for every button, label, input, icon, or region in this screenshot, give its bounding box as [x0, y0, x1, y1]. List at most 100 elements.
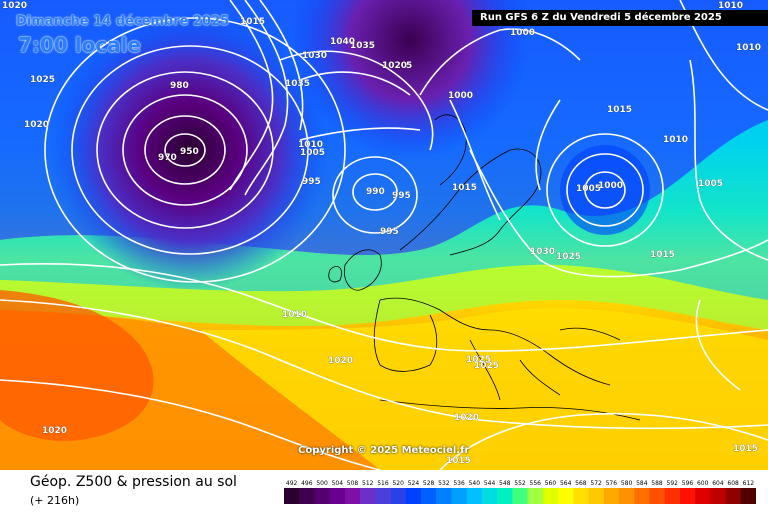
- isobar-label: 1030: [302, 51, 327, 61]
- isobar-label: 1040: [330, 37, 355, 47]
- scale-tick-label: 572: [590, 480, 602, 487]
- color-scale: 492 496 500 504 508 512 516 520 524 528 532 536 540 5…: [284, 480, 756, 504]
- atlantic-low: [50, 10, 330, 290]
- isobar-label: 1025: [466, 355, 491, 365]
- scale-tick-label: 608: [727, 480, 739, 487]
- scale-tick-label: 504: [332, 480, 344, 487]
- scale-tick-label: 560: [545, 480, 557, 487]
- isobar-label: 5: [406, 61, 412, 71]
- scale-swatch: [497, 488, 513, 504]
- isobar-label: 1010: [718, 1, 743, 11]
- scale-swatch: [284, 488, 300, 504]
- scale-tick-label: 516: [377, 480, 389, 487]
- isobar-label: 970: [158, 153, 177, 163]
- isobar-label: 1030: [530, 247, 555, 257]
- isobar-label: 1025: [474, 361, 499, 371]
- russia-low: [560, 145, 650, 235]
- isobar-label: 1020: [42, 426, 67, 436]
- scale-swatch: [405, 488, 422, 504]
- scale-swatch: [436, 488, 452, 504]
- scale-tick-label: 592: [667, 480, 679, 487]
- isobar-label: 1010: [663, 135, 688, 145]
- isobar-label: 1000: [510, 28, 535, 38]
- scale-swatch: [421, 488, 437, 504]
- scale-swatch: [664, 488, 681, 504]
- isobar-label: 1020: [454, 413, 479, 423]
- north-low: [290, 0, 530, 160]
- scale-tick-label: 548: [499, 480, 511, 487]
- scale-swatch: [649, 488, 665, 504]
- scale-tick-label: 604: [712, 480, 724, 487]
- isobar-label: 1005: [576, 184, 601, 194]
- isobar-label: 1035: [285, 79, 310, 89]
- isobar-label: 1015: [733, 444, 758, 454]
- isobar-label: 1025: [556, 252, 581, 262]
- isobar-label: 995: [392, 191, 411, 201]
- isobar-label: 1025: [30, 75, 55, 85]
- scale-tick-label: 524: [408, 480, 420, 487]
- scale-swatch: [451, 488, 468, 504]
- scale-tick-label: 492: [286, 480, 298, 487]
- isobar-label: 1020: [24, 120, 49, 130]
- isobar-label: 1015: [452, 183, 477, 193]
- isobar-label: 1020: [382, 61, 407, 71]
- scale-swatch: [740, 488, 756, 504]
- scale-tick-label: 564: [560, 480, 572, 487]
- isobar-label: 1010: [282, 310, 307, 320]
- scale-tick-label: 556: [530, 480, 542, 487]
- scale-swatch: [344, 488, 361, 504]
- z500-green-band: [0, 264, 768, 330]
- z500-yellow-band: [200, 308, 768, 470]
- scale-tick-label: 544: [484, 480, 496, 487]
- scale-swatch: [375, 488, 391, 504]
- scale-tick-label: 576: [606, 480, 618, 487]
- scale-tick-label: 596: [682, 480, 694, 487]
- scale-swatch: [725, 488, 742, 504]
- z500-red-core: [0, 290, 154, 441]
- forecast-valid-date: Dimanche 14 décembre 2025: [16, 14, 230, 29]
- scale-swatch: [558, 488, 574, 504]
- run-info-banner: Run GFS 6 Z du Vendredi 5 décembre 2025: [472, 10, 768, 26]
- isobar-label: 1015: [446, 456, 471, 466]
- scale-swatch: [314, 488, 330, 504]
- local-time: 7:00 locale: [18, 33, 142, 57]
- scale-swatch: [512, 488, 528, 504]
- scale-tick-label: 508: [347, 480, 359, 487]
- isobar-label: 995: [380, 227, 399, 237]
- scale-swatch: [329, 488, 346, 504]
- scale-swatch: [679, 488, 696, 504]
- scale-tick-label: 528: [423, 480, 435, 487]
- scale-tick-label: 552: [514, 480, 526, 487]
- scale-swatch: [710, 488, 726, 504]
- scale-swatch: [360, 488, 376, 504]
- scale-tick-label: 588: [651, 480, 663, 487]
- isobar-label: 1015: [650, 250, 675, 260]
- scale-swatch: [527, 488, 544, 504]
- scale-tick-label: 580: [621, 480, 633, 487]
- isobar-label: 1020: [2, 1, 27, 11]
- isobar-labels: 1020 1015 1025 1020 980 970 950 1030 104…: [2, 1, 761, 466]
- coastlines: [328, 114, 641, 421]
- isobar-label: 1010: [736, 43, 761, 53]
- scale-swatch: [390, 488, 407, 504]
- isobars: [0, 0, 768, 470]
- isobar-label: 1015: [607, 105, 632, 115]
- isobar-label: 995: [302, 177, 321, 187]
- scale-swatch: [573, 488, 589, 504]
- isobar-label: 1035: [350, 41, 375, 51]
- isobar-label: 1010: [298, 140, 323, 150]
- scale-swatch: [603, 488, 620, 504]
- scale-swatch: [466, 488, 483, 504]
- scale-tick-label: 500: [316, 480, 328, 487]
- scale-tick-label: 496: [301, 480, 313, 487]
- scale-tick-label: 536: [453, 480, 465, 487]
- scale-tick-label: 584: [636, 480, 648, 487]
- scale-swatch: [588, 488, 605, 504]
- scale-tick-label: 612: [743, 480, 755, 487]
- scale-tick-label: 520: [392, 480, 404, 487]
- scale-swatch: [481, 488, 498, 504]
- copyright-text: Copyright © 2025 Meteociel.fr: [298, 445, 470, 456]
- legend-title: Géop. Z500 & pression au sol: [30, 474, 237, 490]
- isobar-label: 1000: [598, 181, 623, 191]
